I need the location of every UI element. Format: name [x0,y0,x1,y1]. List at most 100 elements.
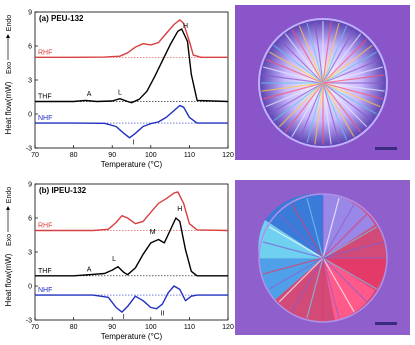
series-label-rhf: RHF [38,222,52,229]
x-tick-label: 110 [184,152,195,159]
x-axis-label: Temperature (°C) [101,332,163,341]
spherulite-spoke [284,33,324,84]
y-axis-label-group: Heat flow(mW) Exo Endo [4,187,13,307]
plot-frame [34,183,229,321]
spherulite-spoke [322,257,340,319]
series-line-rhf [35,191,229,232]
x-tick-label: 70 [31,152,39,159]
spherulite-spoke [322,58,381,84]
series-line-thf [35,217,228,277]
series-label-nhf: NHF [38,115,52,122]
y-tick-label: 3 [28,250,32,257]
spherulite-spoke [306,197,324,259]
x-tick-label: 90 [108,152,116,159]
spherulite-spoke [322,257,384,275]
spherulite-spoke [322,257,368,303]
peak-annotation: A [87,91,92,98]
spherulite-spoke [269,82,324,115]
peak-annotation: A [87,266,92,273]
spherulite-spoke [291,82,324,137]
y-axis-label: Heat flow(mW) [4,253,13,306]
x-tick-label: 100 [145,152,157,159]
spherulite-spoke [322,25,348,84]
spherulite-spoke [322,38,368,84]
spherulite-spoke [322,257,377,290]
series-label-thf: THF [38,94,52,101]
x-tick-label: 120 [222,152,234,159]
spherulite-spoke [322,82,348,141]
spherulite-spoke [322,51,377,84]
y-tick-label: 9 [28,182,32,189]
spherulite-spoke [262,241,324,259]
dsc-chart-a: 70 80 90 100 110 120 -3 0 3 6 9 Temperature (°C) Hea… [4,10,234,170]
dsc-chart-b: 70 80 90 100 110 120 -3 0 3 6 9 Temperature (°C) Hea… [4,182,234,342]
spherulite-spoke [314,21,324,84]
spherulite-spoke [265,58,324,84]
spherulite-spoke [269,226,324,259]
x-tick-label: 80 [70,324,78,331]
spherulite-spoke [322,213,368,259]
y-axis-label-group: Heat flow(mW) Exo Endo [4,15,13,135]
spherulite-micrograph-b [235,180,410,335]
arrow-head [6,206,10,210]
y-tick-label: 6 [28,216,32,223]
spherulite-spoke [298,82,324,141]
spherulite-spoke [322,74,385,84]
spherulite-spoke [322,82,381,108]
x-tick-label: 70 [31,324,39,331]
y-tick-label: 0 [28,112,32,119]
spherulite-spoke [269,51,324,84]
plot-frame [34,11,229,149]
x-tick-label: 100 [145,324,157,331]
x-tick-label: 110 [184,324,195,331]
spherulite-spoke [261,74,324,84]
spherulite-spoke [291,257,324,312]
spherulite-spoke [322,82,373,122]
spherulite-spoke [306,22,324,84]
spherulite-spoke [322,82,362,133]
series-line-nhf [35,285,228,313]
x-axis-label: Temperature (°C) [101,160,163,169]
peak-annotation: II [160,310,164,317]
spherulite-spoke [322,82,377,115]
y-tick-label: 0 [28,284,32,291]
spherulite-spoke [262,82,324,100]
arrow-head [6,34,10,38]
x-tick-label: 90 [108,324,116,331]
spherulite-spoke [322,33,362,84]
spherulite-spoke [322,257,355,312]
spherulite-spoke [322,82,332,145]
spherulite-spoke [314,82,324,145]
panel-label: (b) IPEU-132 [39,186,87,195]
spherulite-spoke [291,29,324,84]
spherulite-spoke [322,82,385,92]
spherulite-spoke [322,82,340,144]
y-tick-label: 6 [28,44,32,51]
spherulite-spoke [278,213,324,259]
y-tick-label: 3 [28,78,32,85]
y-tick-label: -3 [26,318,32,325]
spherulite-spoke [284,82,324,133]
spherulite-spoke [322,22,340,84]
spherulite-spoke [322,29,355,84]
exo-label: Exo [6,62,13,74]
spherulite-spoke [322,82,368,128]
spherulite-spoke [322,82,384,100]
spherulite-spoke [322,66,384,84]
spherulite-spoke [322,82,355,137]
spherulite-spoke [265,82,324,108]
series-label-rhf: RHF [38,49,52,56]
peak-annotation: I [123,314,125,321]
peak-annotation: I [132,140,134,147]
spherulite-spoke [278,82,324,128]
spherulite-spoke [269,257,324,290]
y-tick-label: -3 [26,146,32,153]
spherulite-spoke [291,204,324,259]
peak-annotation: M [150,229,156,236]
spherulite-spoke [273,44,324,84]
spherulite-spoke [322,226,377,259]
spherulite-spoke [306,257,324,319]
spherulite-spoke [262,66,324,84]
spherulite-micrograph-a [235,5,410,160]
spherulite-spoke [322,204,355,259]
